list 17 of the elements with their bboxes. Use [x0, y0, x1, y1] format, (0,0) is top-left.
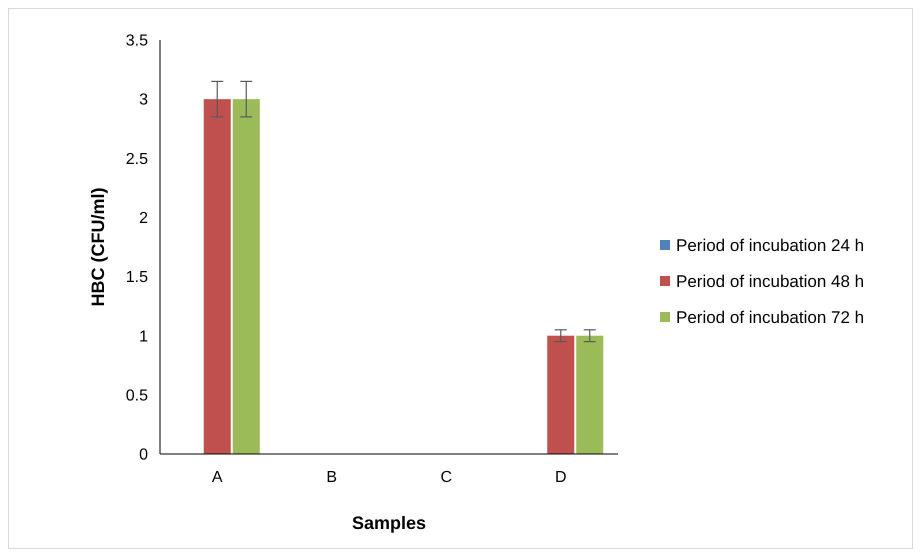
y-tick-label: 3.5 — [126, 32, 148, 50]
y-tick-label: 2.5 — [126, 150, 148, 168]
y-axis-title: HBC (CFU/ml) — [88, 188, 108, 306]
x-axis-title: Samples — [352, 513, 426, 533]
y-tick-label: 0.5 — [126, 387, 148, 404]
y-tick-label: 1.5 — [126, 269, 148, 286]
x-tick-label: B — [326, 469, 338, 486]
x-tick-label: D — [554, 469, 567, 486]
legend-label: Period of incubation 48 h — [676, 272, 864, 291]
y-tick-label: 1 — [139, 328, 148, 346]
x-tick-label: A — [212, 469, 223, 486]
x-tick-label: C — [440, 469, 452, 486]
y-tick-label: 3 — [139, 92, 148, 109]
y-tick-label: 2 — [139, 210, 148, 228]
legend-label: Period of incubation 72 h — [676, 308, 864, 327]
legend-label: Period of incubation 24 h — [676, 236, 864, 255]
y-tick-label: 0 — [139, 446, 148, 464]
